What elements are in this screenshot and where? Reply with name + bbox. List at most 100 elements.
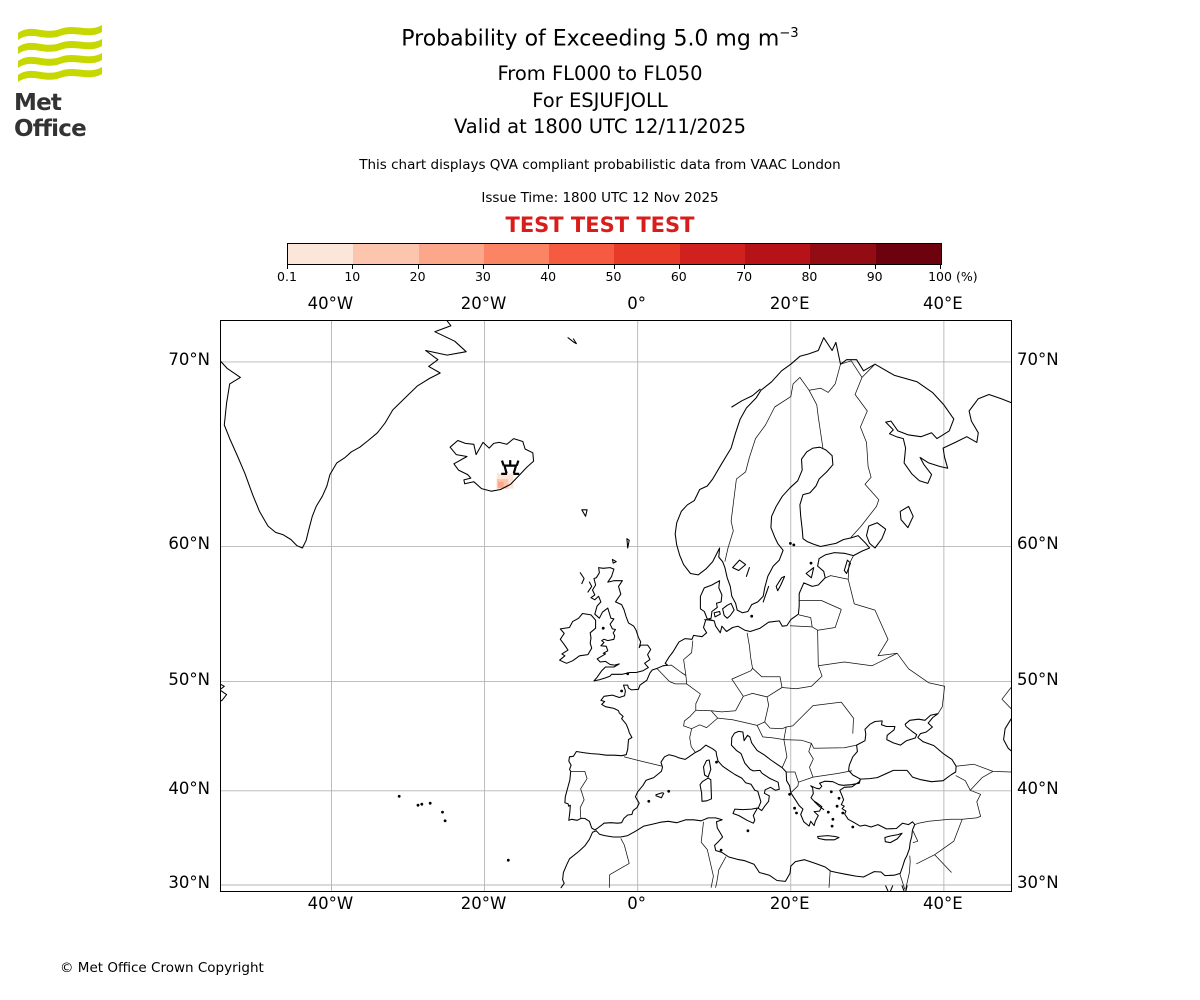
island-coast xyxy=(655,792,665,799)
x-tick-label-bottom: 40°W xyxy=(307,894,354,913)
small-island xyxy=(715,760,718,764)
small-island xyxy=(750,614,754,618)
island-coast xyxy=(732,807,759,824)
small-island xyxy=(835,804,839,808)
coast-detail xyxy=(567,337,577,345)
coastlines xyxy=(221,321,1011,891)
colorbar-segment-8 xyxy=(745,244,811,264)
x-tick-label-top: 20°E xyxy=(769,294,810,313)
qva-note: This chart displays QVA compliant probab… xyxy=(359,157,841,173)
small-island xyxy=(841,811,845,815)
colorbar-tick-label: 30 xyxy=(474,269,491,284)
colorbar-tick-label: 60 xyxy=(670,269,687,284)
y-tick-label-left: 40°N xyxy=(168,778,210,798)
logo-text: Met Office xyxy=(14,90,87,142)
map-frame xyxy=(220,320,1012,892)
subtitle-valid-time: Valid at 1800 UTC 12/11/2025 xyxy=(453,115,747,138)
title-exponent: −3 xyxy=(779,26,799,41)
colorbar-tick xyxy=(678,264,680,269)
island-coast xyxy=(732,559,747,572)
kola-whitesea-coast xyxy=(874,363,1011,484)
small-island xyxy=(789,542,792,545)
x-tick-label-top: 40°W xyxy=(307,294,354,313)
small-island xyxy=(851,825,855,829)
canada-coast xyxy=(221,683,228,702)
greenland-coast xyxy=(221,321,467,549)
ireland-coast xyxy=(559,612,597,664)
x-tick-label-bottom: 20°W xyxy=(460,894,507,913)
island-coast xyxy=(899,505,914,529)
colorbar-segment-6 xyxy=(614,244,680,264)
small-island xyxy=(443,819,447,823)
coast-detail xyxy=(905,885,908,891)
x-tick-label-top: 20°W xyxy=(460,294,507,313)
island-coast xyxy=(699,777,713,802)
colorbar-tick xyxy=(744,264,746,269)
x-tick-label-bottom: 0° xyxy=(627,894,647,913)
copyright-text: © Met Office Crown Copyright xyxy=(60,960,264,976)
small-island xyxy=(626,672,630,676)
colorbar-tick xyxy=(613,264,615,269)
colorbar-segment-4 xyxy=(483,244,550,264)
volcano-eruption-icon xyxy=(500,460,520,476)
island-coast xyxy=(884,832,903,844)
small-island xyxy=(746,829,750,833)
small-island xyxy=(506,858,510,862)
coast-detail xyxy=(901,885,905,891)
small-island xyxy=(719,848,723,852)
coast-detail xyxy=(745,567,750,577)
island-coast xyxy=(775,575,786,592)
colorbar-tick-label: 10 xyxy=(344,269,361,284)
colorbar-tick-label: 70 xyxy=(736,269,753,284)
coast-detail xyxy=(579,572,585,585)
colorbar-segment-3 xyxy=(418,244,484,264)
colorbar-tick-label: 50 xyxy=(605,269,622,284)
colorbar-tick-label: 0.1 xyxy=(277,269,297,284)
x-tick-label-bottom: 40°E xyxy=(923,894,963,913)
small-island xyxy=(795,811,798,815)
x-tick-label-bottom: 20°E xyxy=(769,894,810,913)
small-island xyxy=(809,561,813,565)
great-britain-coast xyxy=(590,567,652,682)
colorbar-tick xyxy=(874,264,876,269)
map xyxy=(221,321,1011,891)
island-coast xyxy=(805,567,815,579)
island-coast xyxy=(843,559,852,575)
caspian-coast xyxy=(1003,718,1011,752)
y-tick-label-right: 70°N xyxy=(1017,349,1059,369)
colorbar xyxy=(287,243,942,265)
coast-detail xyxy=(587,581,593,593)
small-island xyxy=(788,792,791,796)
y-tick-label-left: 60°N xyxy=(168,534,210,554)
island-coast xyxy=(713,610,721,618)
colorbar-tick-label: 40 xyxy=(540,269,557,284)
colorbar-segment-7 xyxy=(679,244,746,264)
island-coast xyxy=(722,602,735,619)
colorbar-segment-10 xyxy=(875,244,941,264)
colorbar-tick xyxy=(417,264,419,269)
europe-mainland-coast xyxy=(560,337,957,889)
colorbar-tick xyxy=(482,264,484,269)
test-banner: TEST TEST TEST xyxy=(505,213,695,237)
y-tick-label-left: 30°N xyxy=(168,873,210,892)
colorbar-tick xyxy=(809,264,811,269)
y-tick-label-right: 40°N xyxy=(1017,778,1059,798)
colorbar-segment-5 xyxy=(549,244,615,264)
y-tick-label-right: 50°N xyxy=(1017,669,1059,689)
subtitle-volcano: For ESJUFJOLL xyxy=(532,89,668,112)
coast-detail xyxy=(889,885,894,891)
y-tick-label-left: 70°N xyxy=(168,349,210,369)
small-island xyxy=(837,796,841,800)
small-island xyxy=(620,689,623,693)
island-coast xyxy=(817,835,840,841)
iceland-coast xyxy=(449,438,535,492)
small-island xyxy=(601,626,605,630)
y-tick-label-left: 50°N xyxy=(168,669,210,689)
colorbar-segment-1 xyxy=(288,244,354,264)
island-coast xyxy=(581,509,588,517)
small-island xyxy=(647,799,651,803)
logo-waves-icon xyxy=(18,25,102,82)
colorbar-segment-9 xyxy=(810,244,876,264)
x-tick-label-top: 40°E xyxy=(923,294,963,313)
